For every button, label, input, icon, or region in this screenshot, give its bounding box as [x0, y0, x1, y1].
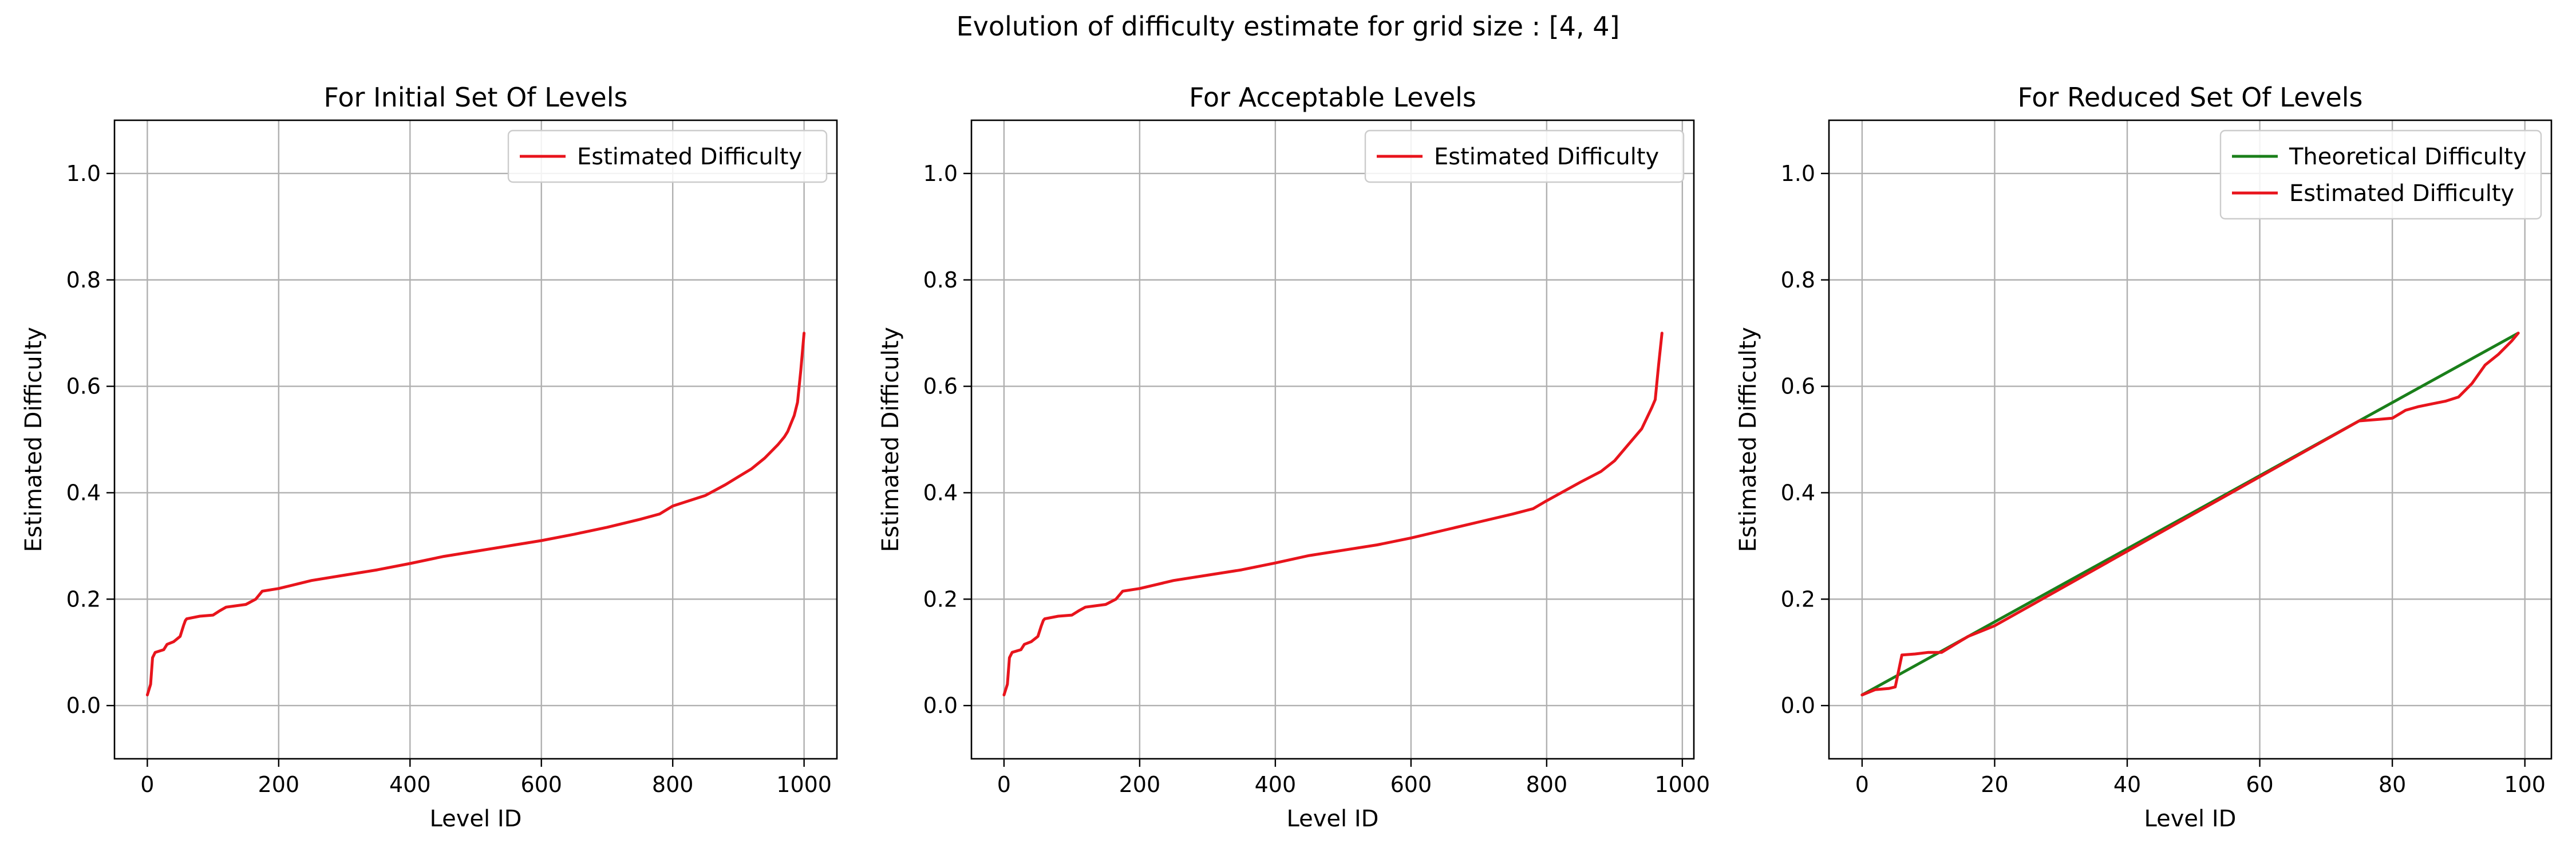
x-tick-label: 400	[389, 772, 431, 797]
subplot-title: For Reduced Set Of Levels	[2017, 82, 2362, 113]
axes-frame	[1828, 119, 2553, 760]
x-tick-label: 60	[2246, 772, 2273, 797]
y-tick-label: 0.6	[923, 374, 958, 399]
x-tick-label: 100	[2504, 772, 2546, 797]
y-axis-label: Estimated Difficulty	[878, 327, 904, 552]
y-axis-label: Estimated Difficulty	[1735, 327, 1761, 552]
y-tick-label: 1.0	[923, 161, 958, 186]
x-tick-label: 1000	[1654, 772, 1710, 797]
y-axis-label: Estimated Difficulty	[21, 327, 47, 552]
y-tick-label: 0.4	[66, 480, 101, 505]
y-tick-label: 0.0	[923, 693, 958, 718]
y-tick-label: 0.0	[1781, 693, 1815, 718]
legend: Estimated Difficulty	[507, 129, 828, 183]
x-tick-label: 0	[1855, 772, 1869, 797]
y-tick-label: 0.4	[923, 480, 958, 505]
legend-entry: Estimated Difficulty	[2289, 180, 2514, 207]
y-tick-label: 1.0	[66, 161, 101, 186]
x-tick-label: 1000	[776, 772, 832, 797]
y-tick-label: 1.0	[1781, 161, 1815, 186]
x-tick-label: 600	[1390, 772, 1432, 797]
y-tick-label: 0.2	[66, 586, 101, 612]
legend-entry: Theoretical Difficulty	[2289, 144, 2527, 170]
y-tick-label: 0.6	[1781, 374, 1815, 399]
y-tick-label: 0.0	[66, 693, 101, 718]
x-tick-label: 40	[2113, 772, 2141, 797]
subplot-title: For Acceptable Levels	[1189, 82, 1476, 113]
legend-box	[2219, 129, 2542, 220]
subplot-title: For Initial Set Of Levels	[324, 82, 628, 113]
y-tick-label: 0.2	[923, 586, 958, 612]
series-line-estimated-difficulty	[1860, 332, 2520, 696]
subplot-1: 0 200 400 600 800 1000 0.0 0.2 0.4 0.6 0.8 1.0 For I…	[21, 82, 838, 832]
y-tick-label: 0.8	[923, 267, 958, 293]
axes-frame	[970, 119, 1695, 760]
subplot-2: 0 200 400 600 800 1000 0.0 0.2 0.4 0.6 0.8 1.0 For A…	[878, 82, 1710, 832]
y-tick-label: 0.2	[1781, 586, 1815, 612]
y-tick-label: 0.8	[66, 267, 101, 293]
y-tick-label: 0.6	[66, 374, 101, 399]
legend-box	[1364, 129, 1685, 183]
x-tick-label: 80	[2379, 772, 2406, 797]
legend-entry: Estimated Difficulty	[577, 144, 802, 170]
x-axis-label: Level ID	[1287, 806, 1379, 832]
y-tick-label: 0.4	[1781, 480, 1815, 505]
legend-box	[507, 129, 828, 183]
x-tick-label: 200	[1119, 772, 1161, 797]
x-tick-label: 20	[1981, 772, 2008, 797]
series-line-estimated-difficulty	[145, 332, 806, 696]
x-tick-label: 0	[140, 772, 154, 797]
x-tick-label: 0	[997, 772, 1011, 797]
y-tick-label: 0.8	[1781, 267, 1815, 293]
series-line-estimated-difficulty	[1002, 332, 1664, 696]
x-tick-label: 600	[520, 772, 562, 797]
legend: Estimated Difficulty	[1364, 129, 1685, 183]
axes-frame	[113, 119, 838, 760]
subplot-3: 0 20 40 60 80 100 0.0 0.2 0.4 0.6 0.8 1.0 For Reduce…	[1735, 82, 2553, 832]
x-tick-label: 800	[652, 772, 694, 797]
x-tick-label: 800	[1526, 772, 1568, 797]
x-axis-label: Level ID	[2144, 806, 2237, 832]
legend-entry: Estimated Difficulty	[1434, 144, 1659, 170]
figure-title: Evolution of difficulty estimate for gri…	[957, 11, 1620, 42]
x-tick-label: 200	[258, 772, 300, 797]
x-tick-label: 400	[1255, 772, 1297, 797]
x-axis-label: Level ID	[430, 806, 522, 832]
legend: Theoretical Difficulty Estimated Difficul…	[2219, 129, 2542, 220]
